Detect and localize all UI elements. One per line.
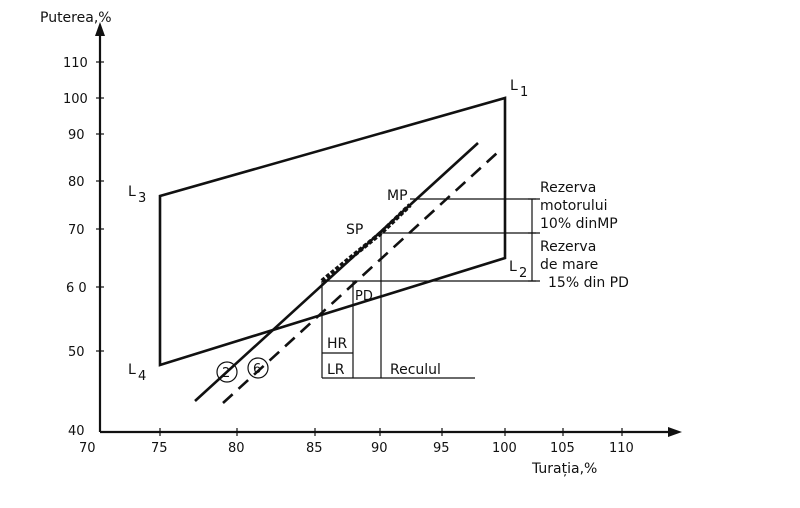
y-tick-label: 100	[63, 92, 88, 107]
axes	[95, 22, 682, 437]
label-reculul: Reculul	[390, 362, 441, 378]
svg-text:2: 2	[519, 266, 527, 281]
operating-segment	[320, 203, 412, 283]
svg-text:10% dinMP: 10% dinMP	[540, 216, 618, 232]
x-tick-label: 110	[609, 441, 634, 456]
svg-text:L: L	[128, 362, 136, 378]
point-label-L1: L 1	[510, 78, 528, 100]
operating-envelope	[158, 96, 507, 367]
point-label-L2: L 2	[509, 259, 527, 281]
svg-text:1: 1	[520, 85, 528, 100]
point-label-L4: L 4	[128, 362, 146, 384]
x-tick-label: 80	[228, 441, 245, 456]
point-label-SP: SP	[346, 222, 363, 238]
x-tick-label: 75	[151, 441, 168, 456]
y-tick-label: 110	[63, 56, 88, 71]
y-tick-label: 6 0	[66, 281, 87, 296]
x-tick-label: 90	[371, 441, 388, 456]
svg-text:4: 4	[138, 369, 146, 384]
curve-marker-2: 2	[216, 361, 238, 383]
svg-text:L: L	[128, 184, 136, 200]
svg-text:Rezerva: Rezerva	[540, 239, 596, 255]
y-tick-label: 80	[68, 175, 85, 190]
y-tick-label: 40	[68, 424, 85, 439]
point-label-L3: L 3	[128, 184, 146, 206]
curve-marker-6: 6	[247, 357, 269, 379]
label-LR: LR	[327, 362, 345, 378]
svg-text:L: L	[510, 78, 518, 94]
x-tick-label: 100	[492, 441, 517, 456]
svg-text:de mare: de mare	[540, 257, 598, 273]
annotation-rezerva-de-mare: Rezerva de mare 15% din PD	[540, 239, 629, 291]
x-ticks: 70 75 80 85 90 95 100 105 110	[79, 428, 634, 456]
x-axis-title: Turația,%	[531, 461, 597, 477]
label-HR: HR	[327, 336, 348, 352]
y-tick-label: 90	[68, 128, 85, 143]
point-label-MP: MP	[387, 188, 408, 204]
x-tick-label: 85	[306, 441, 323, 456]
propeller-curve-6	[222, 152, 498, 404]
svg-text:6: 6	[253, 362, 261, 377]
x-tick-label: 95	[433, 441, 450, 456]
y-tick-label: 70	[68, 223, 85, 238]
propeller-curve-2	[194, 142, 479, 402]
svg-text:15% din PD: 15% din PD	[548, 275, 629, 291]
svg-text:2: 2	[222, 366, 230, 381]
svg-text:L: L	[509, 259, 517, 275]
x-tick-label: 105	[550, 441, 575, 456]
x-axis-arrow	[668, 427, 682, 437]
svg-text:Rezerva: Rezerva	[540, 180, 596, 196]
svg-text:motorului: motorului	[540, 198, 608, 214]
svg-text:3: 3	[138, 191, 146, 206]
point-label-PD: PD	[355, 289, 373, 304]
x-tick-label: 70	[79, 441, 96, 456]
annotation-rezerva-motorului: Rezerva motorului 10% dinMP	[540, 180, 618, 232]
y-ticks: 110 100 90 80 70 6 0 50 40	[63, 56, 104, 439]
y-axis-arrow	[95, 22, 105, 36]
y-tick-label: 50	[68, 345, 85, 360]
y-axis-title: Puterea,%	[40, 10, 112, 26]
